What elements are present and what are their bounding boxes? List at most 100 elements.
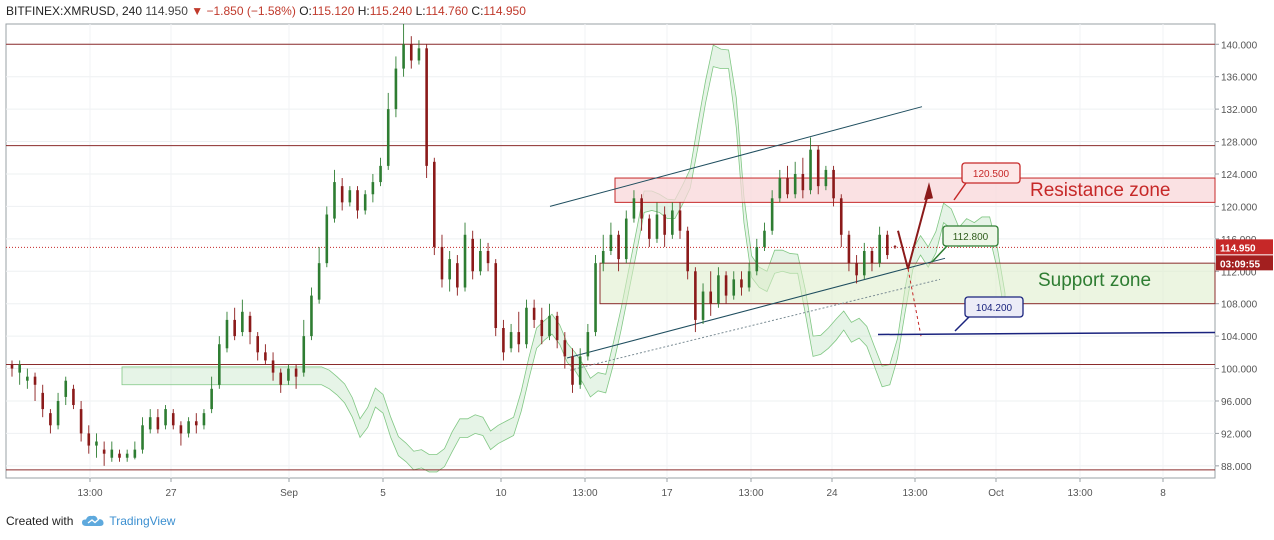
x-tick-label: 5 [380, 488, 386, 499]
x-tick-label: 17 [661, 488, 673, 499]
y-tick-label: 136.000 [1221, 73, 1258, 84]
candle-body [49, 413, 52, 426]
candle-body [509, 332, 513, 349]
target-callout-pointer [953, 182, 967, 201]
candlestick-chart[interactable]: 88.000 92.000 96.000 100.000 104.000 108.000 1… [0, 0, 1274, 510]
y-tick-label: 112.000 [1221, 267, 1257, 278]
support-zone-label: Support zone [1038, 270, 1151, 291]
target-callout-box [942, 225, 999, 247]
candle-body [371, 182, 375, 195]
candle-body [379, 165, 382, 183]
candle-body [10, 364, 14, 369]
countdown-label: 03:09:55 [1220, 259, 1260, 270]
x-tick-label: 13:00 [77, 488, 102, 499]
candle-body [763, 230, 766, 247]
candle-body [72, 388, 75, 406]
candle-body [279, 372, 283, 385]
candle-body [594, 263, 597, 333]
candle-body [95, 441, 98, 446]
footer: Created with TradingView [6, 514, 175, 528]
candle-body [333, 182, 336, 219]
candle-body [287, 368, 290, 381]
candle-body [832, 169, 835, 199]
candle-body [33, 376, 37, 385]
candle-body [271, 360, 275, 373]
candle-body [709, 291, 713, 304]
x-tick-label: 13:00 [738, 488, 763, 499]
y-tick-label: 132.000 [1221, 105, 1258, 116]
candle-body [862, 251, 866, 276]
candle-body [732, 279, 736, 296]
x-tick-label: Oct [988, 488, 1004, 499]
y-tick-label: 120.000 [1221, 202, 1258, 213]
candle-body [425, 48, 428, 166]
candle-body [701, 291, 705, 320]
candle-body [171, 413, 175, 426]
candle-body [87, 433, 91, 446]
candle-body [755, 246, 759, 272]
candle-body [601, 251, 605, 264]
candle-body [870, 251, 874, 264]
y-tick-label: 128.000 [1221, 138, 1258, 149]
candle-body [686, 230, 689, 272]
candle-body [248, 315, 252, 333]
candle-body [847, 234, 851, 264]
candle-body [494, 263, 498, 329]
tradingview-cloud-icon [82, 515, 104, 526]
candle-body [233, 319, 236, 337]
tradingview-link[interactable]: TradingView [109, 514, 176, 528]
candle-body [839, 198, 843, 235]
price-tag [1216, 239, 1273, 255]
high-label: H: [357, 4, 370, 18]
candle-body [26, 376, 29, 381]
candle-body [218, 344, 221, 385]
candle-body [164, 409, 167, 426]
symbol-label: BITFINEX:XMRUSD, 240 [6, 4, 143, 18]
candle-body [179, 425, 183, 434]
candle-body [456, 263, 459, 288]
open-label: O: [299, 4, 312, 18]
candle-body [525, 307, 528, 345]
candle-body [417, 48, 421, 61]
x-tick-label: 13:00 [1067, 488, 1092, 499]
x-tick-label: 8 [1160, 488, 1166, 499]
candle-body [663, 214, 666, 235]
candle-body [409, 44, 413, 61]
candle-body [363, 194, 367, 211]
candle-body [433, 161, 436, 247]
candle-body [563, 340, 567, 357]
candle-body [678, 210, 682, 231]
candle-body [356, 190, 359, 211]
candle-body [555, 315, 559, 341]
candle-body [717, 275, 720, 304]
candle-body [786, 178, 789, 195]
candle-body [125, 453, 129, 458]
down-arrow-icon: ▼ [191, 4, 204, 18]
channel-dotted-line [569, 278, 941, 371]
candle-body [809, 149, 812, 191]
candle-body [517, 332, 521, 345]
candle-body [617, 234, 620, 260]
candle-body [778, 178, 782, 199]
candle-body [463, 234, 467, 288]
candle-body [647, 218, 651, 239]
candle-body [671, 210, 674, 235]
created-with-label: Created with [6, 514, 74, 528]
candle-body [878, 234, 881, 264]
candle-body [294, 368, 298, 377]
target-callout-box [961, 162, 1021, 184]
candle-body [210, 388, 213, 410]
candle-body [540, 319, 544, 337]
candle-body [747, 271, 751, 288]
candle-body [394, 68, 398, 110]
y-tick-label: 100.000 [1221, 365, 1258, 376]
y-tick-label: 88.000 [1221, 462, 1252, 473]
candle-body [724, 275, 728, 296]
last-price: 114.950 [145, 4, 188, 18]
high-value: 115.240 [369, 4, 413, 18]
candle-body [624, 218, 628, 260]
candle-body [56, 400, 60, 426]
candle-body [801, 173, 805, 191]
candle-body [317, 263, 321, 300]
candle-body [816, 149, 820, 187]
